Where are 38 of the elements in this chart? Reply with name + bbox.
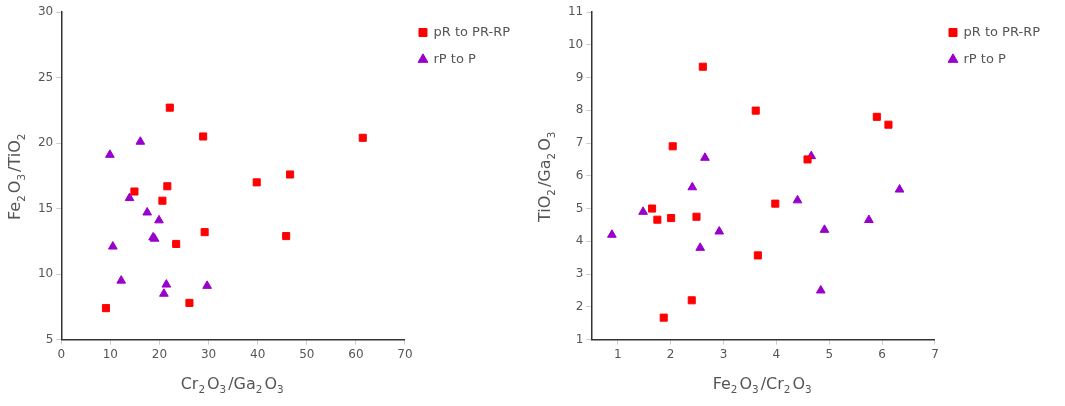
- y-tick-label: 10: [37, 266, 54, 281]
- y-tick-label: 2: [575, 298, 584, 313]
- y-tick-label: 10: [567, 36, 584, 51]
- y-tick-label: 11: [567, 4, 584, 19]
- x-tick-label: 2: [666, 346, 675, 361]
- legend-label: pR to PR-RP: [963, 23, 1041, 39]
- x-tick-label: 1: [613, 346, 622, 361]
- x-tick-label: 7: [931, 346, 939, 361]
- x-tick-label: 20: [151, 346, 168, 361]
- x-tick-label: 4: [772, 346, 781, 361]
- legend-label: rP to P: [963, 50, 1006, 66]
- x-tick-label: 0: [57, 346, 66, 361]
- x-tick-label: 70: [397, 346, 413, 361]
- y-tick-label: 9: [575, 69, 584, 84]
- y-tick-label: 5: [575, 200, 584, 215]
- y-tick-label: 8: [575, 102, 584, 117]
- y-tick-label: 4: [575, 233, 584, 248]
- x-tick-label: 5: [825, 346, 834, 361]
- y-axis-title: Fe2O3/TiO2: [5, 133, 27, 220]
- y-tick-label: 15: [37, 200, 54, 215]
- y-tick-label: 7: [575, 135, 584, 150]
- y-tick-label: 25: [37, 69, 54, 84]
- legend-label: pR to PR-RP: [433, 23, 511, 39]
- y-tick-label: 3: [575, 266, 584, 281]
- x-tick-label: 10: [102, 346, 119, 361]
- x-tick-label: 40: [250, 346, 266, 361]
- x-tick-label: 6: [878, 346, 886, 361]
- x-tick-label: 3: [719, 346, 728, 361]
- y-axis-title: TiO2/Ga2O3: [535, 131, 557, 223]
- y-tick-label: 20: [37, 135, 54, 150]
- y-tick-label: 1: [575, 331, 584, 346]
- x-tick-label: 60: [348, 346, 364, 361]
- x-tick-label: 30: [200, 346, 217, 361]
- legend-label: rP to P: [433, 50, 476, 66]
- x-tick-label: 50: [299, 346, 315, 361]
- y-tick-label: 30: [37, 4, 54, 19]
- y-tick-label: 5: [45, 331, 54, 346]
- y-tick-label: 6: [575, 167, 584, 182]
